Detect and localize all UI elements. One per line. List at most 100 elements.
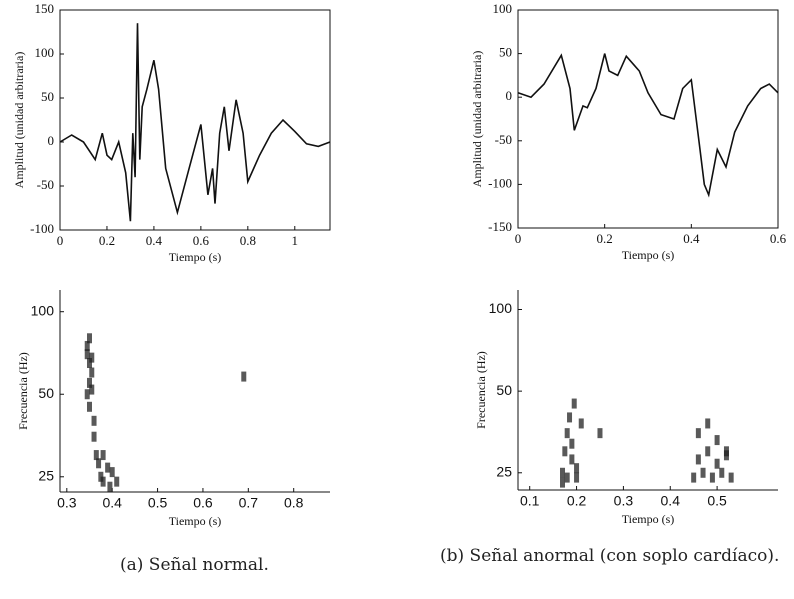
y-tick-label: 25 [496,463,512,479]
caption: (a) Señal normal. [120,555,269,575]
spectrogram-cell [562,446,568,457]
x-tick-label: 0.7 [239,495,259,511]
y-tick-label: 100 [35,45,55,60]
x-tick-label: 0.2 [567,493,587,509]
spectrogram-cell [91,415,97,426]
plot-frame [517,9,779,229]
spectrogram-cell [91,431,97,442]
spectrogram-cell [714,435,720,446]
x-tick-label: 0.3 [614,493,634,509]
x-tick-label: 0.8 [284,495,304,511]
spectrogram-cell [574,472,580,483]
x-tick-label: 0 [515,231,522,246]
x-tick-label: 0.6 [193,495,213,511]
spectrogram-cell [114,476,120,487]
spectrogram-cell [709,472,715,483]
y-axis-label: Amplitud (unidad arbitraria) [470,51,484,188]
spectrogram-cell [84,389,90,400]
y-tick-label: 50 [496,382,512,398]
x-tick-label: 0.4 [146,233,163,248]
y-tick-label: 50 [499,45,512,60]
y-axis-label: Amplitud (unidad arbitraria) [12,52,26,189]
y-tick-label: 50 [38,385,54,401]
spectrogram-cell [567,412,573,423]
signal-line [517,53,779,198]
spectrogram-cell [728,472,734,483]
spectrogram-cell [578,418,584,429]
spectrogram-cell [100,476,106,487]
x-axis-label: Tiempo (s) [169,514,222,528]
spectrogram-cell [597,428,603,439]
spectrogram-cell [705,446,711,457]
spectrogram-cell [714,458,720,469]
spectrogram-cell [86,401,92,412]
spectrogram-cell [84,349,90,360]
spectrogram-cell [96,458,102,469]
spectrogram-cell [93,450,99,461]
spectrogram-cell [241,371,247,382]
x-tick-label: 0 [57,233,64,248]
x-axis-label: Tiempo (s) [622,512,675,526]
x-tick-label: 1 [292,233,299,248]
signal-line [59,23,331,222]
spectrogram-cell [560,467,566,478]
spectrogram-cell [691,472,697,483]
y-tick-label: 100 [493,1,513,16]
y-tick-label: -100 [30,221,54,236]
x-tick-label: 0.2 [597,231,613,246]
x-tick-label: 0.3 [57,495,77,511]
y-axis-label: Frecuencia (Hz) [474,351,488,429]
y-tick-label: 0 [506,88,513,103]
y-axis-label: Frecuencia (Hz) [16,352,30,430]
spectrogram-cell [719,467,725,478]
spectrogram-cell [569,454,575,465]
x-tick-label: 0.4 [683,231,700,246]
spectrogram-cell [84,340,90,351]
x-tick-label: 0.8 [240,233,256,248]
y-tick-label: 100 [489,300,513,316]
spectrogram-cell [89,352,95,363]
spectrogram-cell [109,467,115,478]
spectrogram-cell [564,472,570,483]
y-tick-label: 150 [35,1,55,16]
caption: (b) Señal anormal (con soplo cardíaco). [440,546,780,566]
plot-frame [59,9,331,231]
x-tick-label: 0.5 [707,493,727,509]
spectrogram-cell [105,462,111,473]
x-tick-label: 0.4 [661,493,681,509]
y-tick-label: -100 [488,175,512,190]
spectrogram-cell [705,418,711,429]
spectrogram-cell [89,367,95,378]
x-axis-label: Tiempo (s) [622,248,675,262]
spectrogram-cell [86,358,92,369]
spectrogram-cell [569,438,575,449]
spectrogram-cell [564,428,570,439]
y-tick-label: 25 [38,467,54,483]
spectrogram-cell [700,467,706,478]
y-tick-label: 100 [31,302,55,318]
y-tick-label: -50 [495,132,512,147]
y-tick-label: -50 [37,177,54,192]
spectrogram-cell [89,384,95,395]
x-tick-label: 0.4 [102,495,122,511]
spectrogram-cell [695,428,701,439]
x-tick-label: 0.2 [99,233,115,248]
spectrogram-cell [100,450,106,461]
spectrogram-cell [574,463,580,474]
x-tick-label: 0.6 [770,231,787,246]
y-tick-label: 0 [48,133,55,148]
y-tick-label: 50 [41,89,54,104]
spectrogram-cell [723,446,729,457]
spectrogram-cell [86,333,92,344]
spectrogram-cell [695,454,701,465]
spectrogram-cell [560,477,566,488]
spectrogram-cell [86,377,92,388]
y-tick-label: -150 [488,219,512,234]
x-tick-label: 0.5 [148,495,168,511]
x-tick-label: 0.1 [520,493,540,509]
x-tick-label: 0.6 [193,233,210,248]
x-axis-label: Tiempo (s) [169,250,222,264]
spectrogram-cell [571,398,577,409]
